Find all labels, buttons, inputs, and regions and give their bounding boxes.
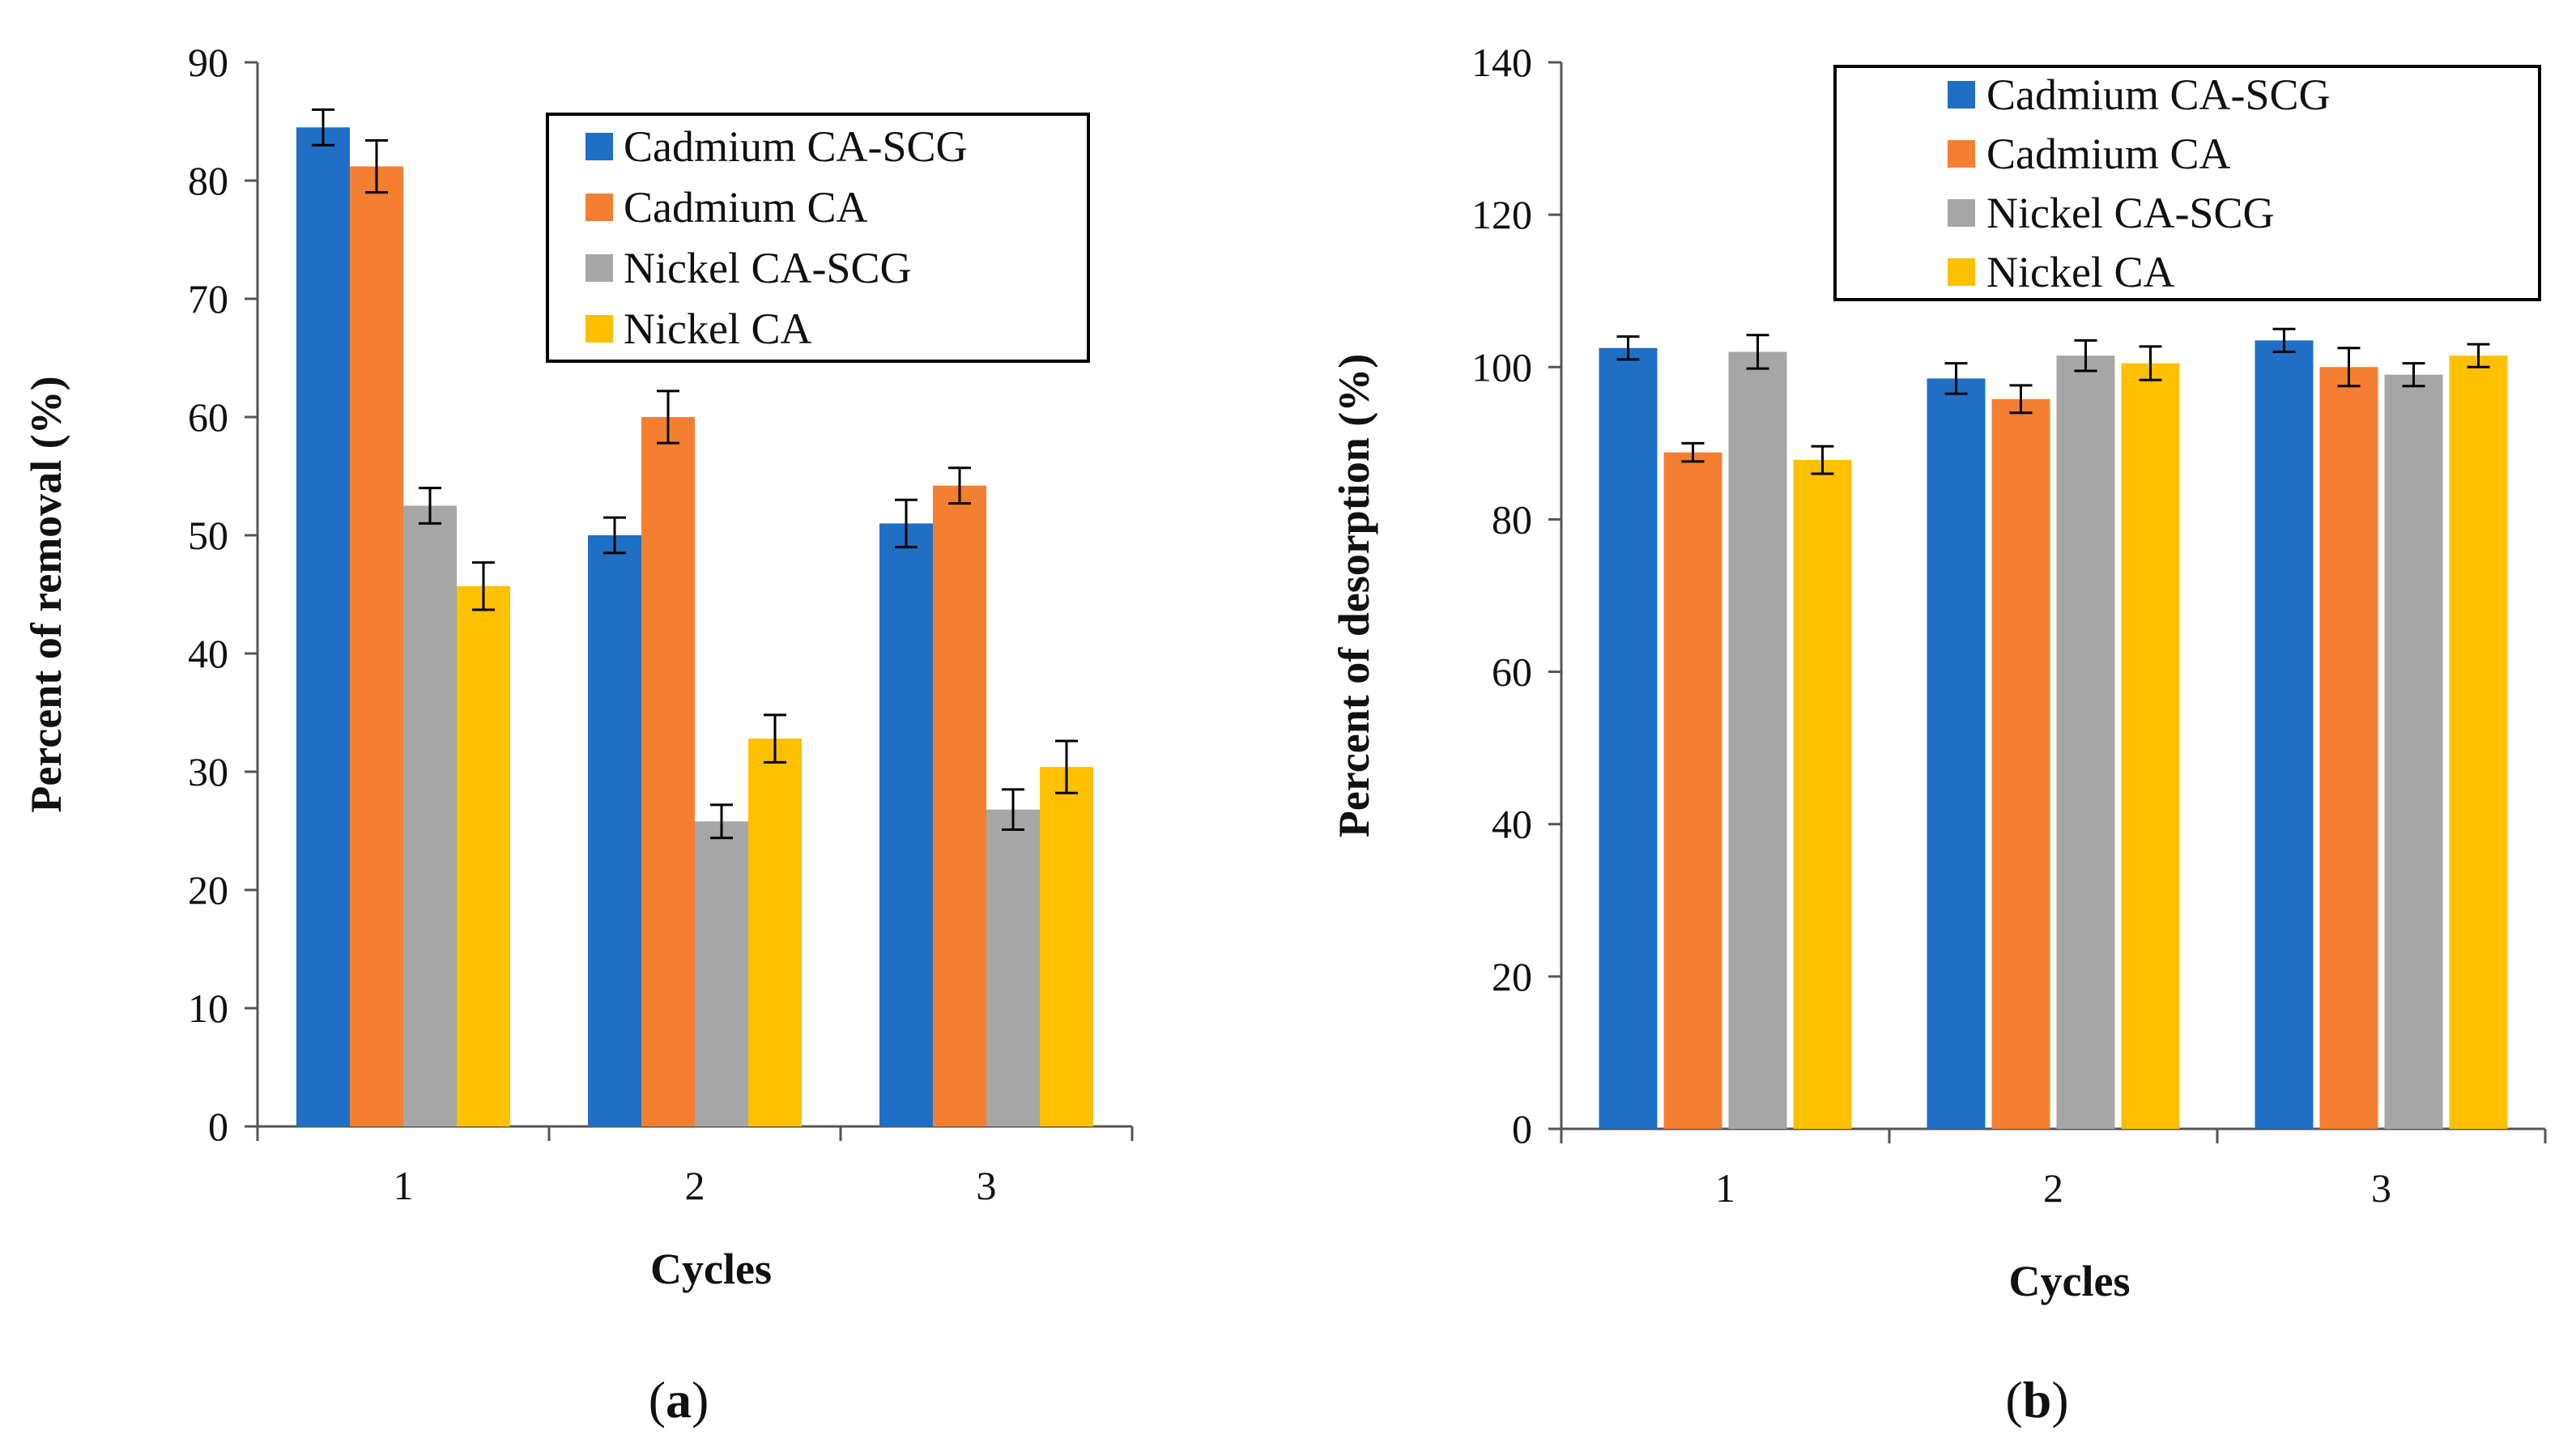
panel-b-legend-swatch <box>1948 199 1975 227</box>
panel-a-bar <box>588 535 641 1126</box>
panel-b-legend-swatch <box>1948 140 1975 168</box>
panel-a-bar <box>986 809 1040 1126</box>
panel-a-bar <box>350 166 403 1127</box>
panel-b-bar <box>1991 398 2050 1129</box>
panel-b-y-tick-label: 100 <box>1471 344 1532 390</box>
panel-a-bar <box>695 821 748 1126</box>
panel-b-y-tick-label: 60 <box>1492 649 1532 695</box>
panel-b-legend-label: Nickel CA-SCG <box>1986 189 2274 237</box>
panel-b-y-tick-label: 120 <box>1471 192 1532 237</box>
panel-a-legend-box <box>546 113 1090 363</box>
panel-a-removal-chart: 0 10 20 30 40 50 60 70 80 90 1 2 3 Cycles Percent of r… <box>22 40 1134 1428</box>
panel-b-bar <box>1663 452 1722 1129</box>
panel-b-bar <box>1599 347 1658 1130</box>
panel-a-legend-swatch <box>585 315 613 343</box>
panel-a-x-tick-label: 2 <box>685 1163 705 1208</box>
panel-b-bar <box>2255 340 2314 1129</box>
panel-b-x-axis-title: Cycles <box>2009 1257 2131 1305</box>
panel-a-y-tick-label: 10 <box>188 986 228 1031</box>
panel-b-x-tick-label: 2 <box>2043 1165 2063 1211</box>
panel-b-legend-label: Cadmium CA-SCG <box>1986 70 2331 119</box>
panel-a-bar <box>933 485 986 1126</box>
panel-a-y-tick-label: 50 <box>188 513 228 558</box>
panel-a-x-tick-label: 1 <box>394 1163 414 1208</box>
panel-b-bar <box>2449 355 2508 1129</box>
panel-b-y-tick-label: 140 <box>1471 40 1532 85</box>
panel-b-x-tick-label: 3 <box>2371 1165 2391 1211</box>
panel-a-y-tick-label: 70 <box>188 276 228 321</box>
panel-b-bar <box>1728 351 1787 1129</box>
panel-b-bar <box>2319 367 2378 1129</box>
panel-a-y-tick-label: 60 <box>188 394 228 440</box>
panel-b-x-tick-label: 1 <box>1715 1165 1735 1211</box>
panel-b-y-tick-label: 20 <box>1492 954 1532 999</box>
panel-a-y-tick-label: 40 <box>188 631 228 676</box>
panel-a-y-tick-label: 90 <box>188 40 228 85</box>
panel-b-legend-label: Nickel CA <box>1986 248 2174 296</box>
panel-a-panel-label: (a) <box>649 1371 709 1428</box>
panel-a-bar <box>1040 767 1093 1126</box>
panel-b-legend-label: Cadmium CA <box>1986 130 2231 178</box>
panel-b-y-tick-label: 40 <box>1492 802 1532 847</box>
panel-b-panel-label: (b) <box>2005 1371 2068 1428</box>
panel-b-y-tick-label: 0 <box>1512 1106 1532 1152</box>
panel-b-desorption-chart: 0 20 40 60 80 100 120 140 1 2 3 Cycles Percent of de… <box>1330 40 2547 1428</box>
panel-a-legend-label: Nickel CA-SCG <box>624 244 911 292</box>
panel-a-y-tick-label: 30 <box>188 749 228 794</box>
panel-a-legend-label: Cadmium CA-SCG <box>624 122 968 171</box>
panel-b-bar <box>2384 374 2443 1129</box>
panel-a-bar <box>641 417 695 1126</box>
panel-a-y-tick-label: 20 <box>188 867 228 913</box>
panel-a-x-axis-title: Cycles <box>650 1245 772 1293</box>
panel-b-bar <box>1793 460 1852 1129</box>
panel-b-bar <box>1927 378 1986 1129</box>
panel-b-bar <box>2121 363 2180 1129</box>
panel-a-bar <box>403 505 457 1126</box>
panel-a-legend-swatch <box>585 194 613 221</box>
panel-a-legend-label: Nickel CA <box>624 304 811 353</box>
panel-b-bar <box>2056 355 2115 1129</box>
panel-a-y-axis-title: Percent of removal (%) <box>22 376 70 812</box>
panel-a-y-tick-label: 0 <box>208 1104 228 1149</box>
panel-a-legend-label: Cadmium CA <box>624 183 868 232</box>
panel-a-bar <box>457 585 510 1126</box>
panel-a-x-tick-label: 3 <box>977 1163 997 1208</box>
panel-a-bar <box>748 739 802 1126</box>
panel-a-legend-swatch <box>585 133 613 160</box>
panel-a-bar <box>296 127 350 1126</box>
panel-b-legend-swatch <box>1948 81 1975 109</box>
panel-b-legend-swatch <box>1948 258 1975 286</box>
panel-a-bar <box>879 523 933 1126</box>
panel-a-legend-swatch <box>585 254 613 282</box>
panel-b-y-tick-label: 80 <box>1492 496 1532 542</box>
panel-b-y-axis-title: Percent of desorption (%) <box>1330 354 1378 837</box>
panel-a-y-tick-label: 80 <box>188 158 228 203</box>
